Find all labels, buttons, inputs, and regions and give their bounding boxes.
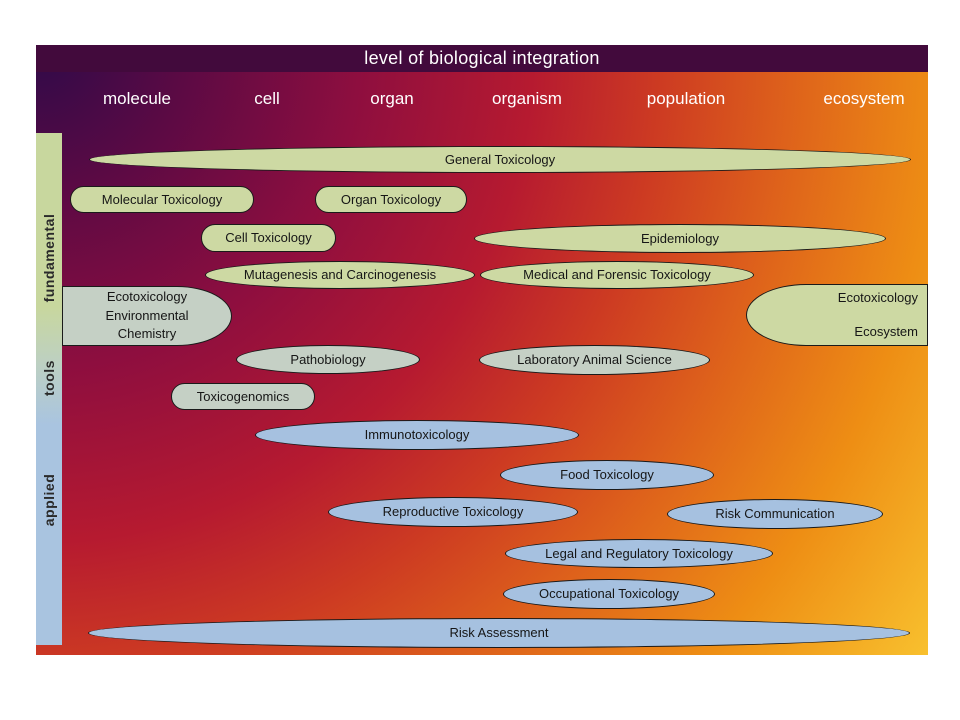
node-cell-toxicology: Cell Toxicology	[201, 224, 336, 252]
node-risk-assessment: Risk Assessment	[88, 618, 910, 648]
node-organ-toxicology: Organ Toxicology	[315, 186, 467, 213]
column-header-population: population	[646, 89, 726, 108]
row-label-applied: applied	[41, 473, 57, 527]
column-header-cell: cell	[254, 89, 280, 108]
column-header-organism: organism	[492, 89, 562, 108]
node-risk-communication: Risk Communication	[667, 499, 883, 529]
node-food-toxicology: Food Toxicology	[500, 460, 714, 490]
node-occupational-toxicology: Occupational Toxicology	[503, 579, 715, 609]
node-epidemiology: Epidemiology	[474, 224, 886, 253]
column-header-molecule: molecule	[102, 89, 172, 108]
node-general-toxicology: General Toxicology	[89, 146, 911, 173]
node-ecotoxicology-environmental-chemistry-line: Chemistry	[117, 326, 177, 342]
column-header-organ: organ	[370, 89, 414, 108]
row-label-fundamental: fundamental	[41, 213, 57, 303]
node-mutagenesis-and-carcinogenesis: Mutagenesis and Carcinogenesis	[205, 261, 475, 289]
node-ecotoxicology-environmental-chemistry: Ecotoxicology Environmental Chemistry	[62, 286, 232, 346]
column-header-ecosystem: ecosystem	[823, 89, 905, 108]
node-immunotoxicology: Immunotoxicology	[255, 420, 579, 450]
node-molecular-toxicology: Molecular Toxicology	[70, 186, 254, 213]
title-bar: level of biological integration	[36, 45, 928, 72]
node-legal-and-regulatory-toxicology: Legal and Regulatory Toxicology	[505, 539, 773, 568]
node-ecotoxicology-environmental-chemistry-line: Ecotoxicology	[106, 288, 188, 304]
node-laboratory-animal-science: Laboratory Animal Science	[479, 345, 710, 375]
node-reproductive-toxicology: Reproductive Toxicology	[328, 497, 578, 527]
node-ecotoxicology-ecosystem: Ecotoxicology Ecosystem	[746, 284, 928, 346]
node-ecotoxicology-environmental-chemistry-line: Environmental	[105, 307, 189, 323]
diagram-title: level of biological integration	[364, 48, 600, 68]
node-medical-and-forensic-toxicology: Medical and Forensic Toxicology	[480, 261, 754, 289]
biological-integration-diagram: level of biological integration molecule…	[36, 45, 928, 655]
node-ecotoxicology-ecosystem-line: Ecotoxicology	[837, 290, 918, 305]
node-toxicogenomics: Toxicogenomics	[171, 383, 315, 410]
row-sidebar	[36, 133, 62, 645]
node-pathobiology: Pathobiology	[236, 345, 420, 374]
row-label-tools: tools	[41, 360, 57, 396]
node-ecotoxicology-ecosystem-line: Ecosystem	[854, 324, 918, 340]
